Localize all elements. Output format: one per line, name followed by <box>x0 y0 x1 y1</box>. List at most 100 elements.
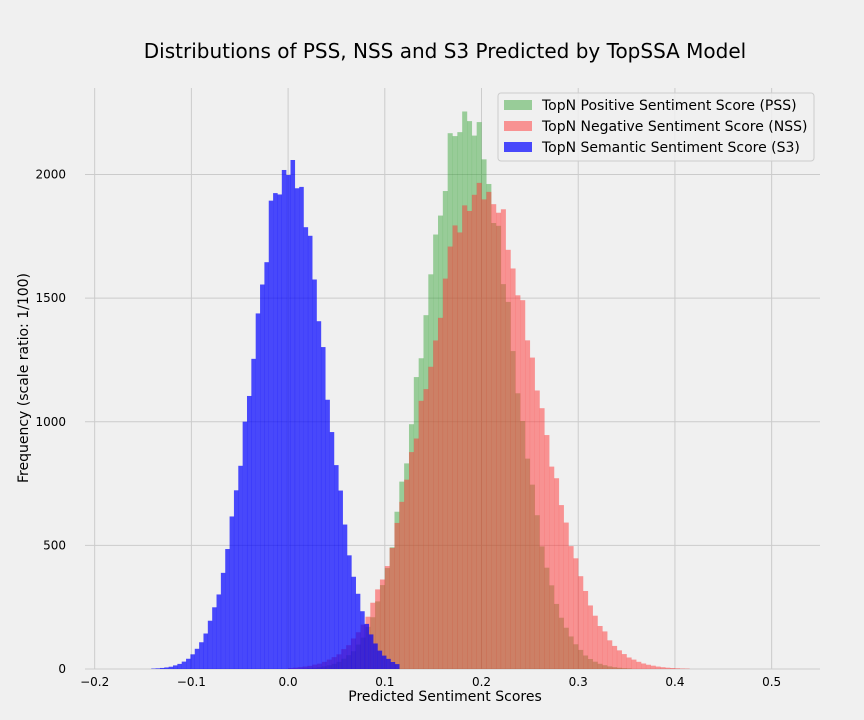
y-tick-label: 1500 <box>35 291 66 305</box>
legend-label: TopN Negative Sentiment Score (NSS) <box>541 119 807 135</box>
histogram-bar <box>190 654 195 669</box>
histogram-bar <box>602 631 608 669</box>
chart-title: Distributions of PSS, NSS and S3 Predict… <box>144 39 746 63</box>
histogram-bar <box>558 505 564 669</box>
histogram-bar <box>316 321 322 669</box>
legend-label: TopN Semantic Sentiment Score (S3) <box>541 140 800 156</box>
histogram-bar <box>390 662 396 669</box>
histogram-bar <box>428 366 434 669</box>
histogram-bar <box>368 634 374 669</box>
histogram-bar <box>413 438 419 669</box>
histogram-bar <box>578 576 584 669</box>
histogram-bar <box>423 389 429 669</box>
histogram-bar <box>186 658 191 669</box>
histogram-bar <box>384 566 390 669</box>
histogram-bar <box>177 663 182 669</box>
histogram-bar <box>476 182 482 669</box>
histogram-bar <box>592 615 598 669</box>
histogram-bar <box>351 576 356 669</box>
histogram-bar <box>665 667 671 669</box>
legend-swatch <box>504 142 532 152</box>
histogram-bar <box>203 633 209 669</box>
histogram-bar <box>554 478 560 669</box>
histogram-bar <box>307 235 313 669</box>
histogram-bar <box>486 191 492 669</box>
histogram-bar <box>563 522 569 669</box>
histogram-bar <box>379 579 386 669</box>
histogram-bar <box>544 435 550 669</box>
histogram-bar <box>338 490 343 669</box>
histogram-bar <box>655 666 661 669</box>
histogram-bar <box>433 340 439 669</box>
x-axis-label: Predicted Sentiment Scores <box>348 689 542 705</box>
histogram-bar <box>534 390 540 669</box>
histogram-bar <box>491 204 497 669</box>
histogram-bar <box>679 668 685 669</box>
histogram-bar <box>394 664 400 669</box>
histogram-bar <box>467 210 473 669</box>
histogram-bar <box>447 246 453 670</box>
histogram-bar <box>320 347 326 669</box>
histogram-bar <box>670 667 676 669</box>
histogram-bar <box>457 232 463 669</box>
histogram-bar <box>568 546 574 669</box>
histogram-bar <box>515 295 521 669</box>
histogram-bar <box>650 665 656 669</box>
histogram-bar <box>229 516 235 669</box>
histogram-bar <box>394 522 400 669</box>
x-tick-label: 0.2 <box>472 675 491 689</box>
histogram-bar <box>281 169 287 669</box>
histogram-series <box>151 159 400 670</box>
histogram-bar <box>573 558 579 669</box>
histogram-bar <box>312 279 317 669</box>
histogram-bar <box>645 664 651 669</box>
histogram-bar <box>277 194 283 670</box>
histogram-bar <box>325 399 330 669</box>
histogram-bar <box>233 490 239 669</box>
histogram-bar <box>164 667 169 669</box>
histogram-bar <box>404 479 410 669</box>
histogram-bar <box>159 667 165 669</box>
histogram-bar <box>510 268 516 669</box>
histogram-bar <box>386 658 391 669</box>
legend-swatch <box>504 100 532 110</box>
histogram-bar <box>408 452 415 669</box>
histogram-bar <box>437 317 444 669</box>
histogram-bar <box>631 659 637 669</box>
x-tick-label: 0.0 <box>279 675 298 689</box>
legend: TopN Positive Sentiment Score (PSS) TopN … <box>497 92 815 162</box>
histogram-bar <box>607 640 613 669</box>
x-tick-label: −0.2 <box>80 675 109 689</box>
bars-layer <box>151 111 690 670</box>
histogram-bar <box>626 657 632 669</box>
histogram-bar <box>583 590 589 669</box>
histogram-bar <box>355 593 361 669</box>
histogram-bar <box>418 400 424 669</box>
histogram-bar <box>549 466 555 669</box>
x-tick-label: 0.4 <box>665 675 684 689</box>
histogram-bar <box>225 549 230 669</box>
histogram-bar <box>389 547 395 669</box>
histogram-bar <box>636 661 642 669</box>
histogram-bar <box>373 643 378 669</box>
histogram-bar <box>377 650 383 669</box>
histogram-bar <box>168 666 174 669</box>
y-tick-label: 0 <box>58 662 66 676</box>
y-tick-label: 2000 <box>35 168 66 182</box>
histogram-bar <box>452 225 458 670</box>
histogram-bar <box>194 648 200 669</box>
histogram-bar <box>220 572 226 669</box>
histogram-bar <box>246 395 252 669</box>
x-tick-label: 0.5 <box>762 675 781 689</box>
histogram-bar <box>375 589 381 669</box>
histogram-bar <box>381 655 387 669</box>
histogram-bar <box>500 209 506 669</box>
histogram-bar <box>273 193 278 669</box>
histogram-bar <box>334 465 339 669</box>
histogram-bar <box>212 607 217 669</box>
x-tick-label: −0.1 <box>177 675 206 689</box>
histogram-bar <box>641 663 647 669</box>
histogram-bar <box>216 594 222 669</box>
